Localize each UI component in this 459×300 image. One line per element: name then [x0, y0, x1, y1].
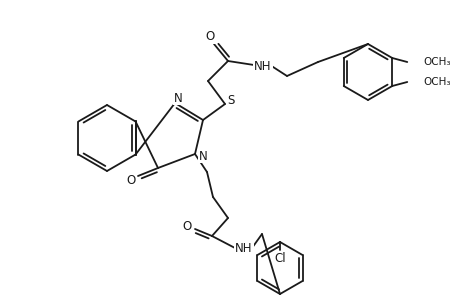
Text: O: O	[126, 173, 135, 187]
Text: O: O	[182, 220, 191, 232]
Text: NH: NH	[254, 59, 271, 73]
Text: OCH₃: OCH₃	[422, 57, 450, 67]
Text: OCH₃: OCH₃	[422, 77, 450, 87]
Text: Cl: Cl	[274, 251, 285, 265]
Text: N: N	[198, 149, 207, 163]
Text: N: N	[173, 92, 182, 104]
Text: S: S	[227, 94, 234, 107]
Text: O: O	[205, 31, 214, 44]
Text: NH: NH	[235, 242, 252, 256]
